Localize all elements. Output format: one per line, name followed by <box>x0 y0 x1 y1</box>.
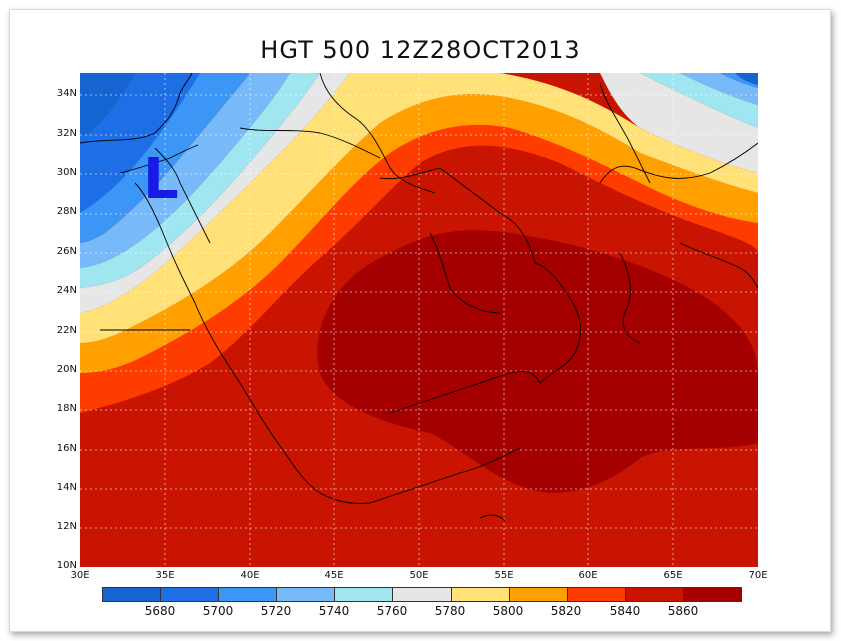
lat-tick: 14N <box>56 482 77 493</box>
lon-tick: 35E <box>155 570 175 581</box>
band-5740 <box>80 73 758 268</box>
lat-tick: 18N <box>56 403 77 414</box>
low-pressure-marker: L <box>143 147 179 212</box>
colorbar-cell <box>393 588 452 601</box>
band-5820 <box>80 94 758 373</box>
lon-tick: 65E <box>663 570 683 581</box>
colorbar-label: 5720 <box>260 604 292 618</box>
band-5840 <box>80 124 758 413</box>
colorbar-label: 5680 <box>144 604 176 618</box>
colorbar-cell <box>567 588 626 601</box>
lat-tick: 20N <box>56 364 77 375</box>
colorbar-cell <box>335 588 394 601</box>
lat-tick: 10N <box>56 560 77 571</box>
colorbar-cell <box>161 588 220 601</box>
lon-tick: 30E <box>70 570 90 581</box>
band-5800 <box>80 73 758 343</box>
lat-tick: 30N <box>56 167 77 178</box>
lon-tick: 70E <box>748 570 768 581</box>
colorbar-label: 5860 <box>667 604 699 618</box>
core-5880 <box>317 230 758 493</box>
band-5760 <box>80 73 758 288</box>
colorbar-label: 5780 <box>434 604 466 618</box>
lat-tick: 32N <box>56 128 77 139</box>
lon-tick: 45E <box>324 570 344 581</box>
colorbar <box>102 587 742 602</box>
lon-tick: 40E <box>240 570 260 581</box>
lon-tick: 60E <box>578 570 598 581</box>
colorbar-cell <box>277 588 336 601</box>
colorbar-cell <box>451 588 510 601</box>
lat-tick: 24N <box>56 285 77 296</box>
colorbar-cell <box>103 588 162 601</box>
lat-tick: 22N <box>56 325 77 336</box>
lat-tick: 16N <box>56 443 77 454</box>
lat-tick: 34N <box>56 88 77 99</box>
colorbar-label: 5840 <box>609 604 641 618</box>
colorbar-label: 5740 <box>318 604 350 618</box>
colorbar-label: 5820 <box>550 604 582 618</box>
colorbar-cell <box>625 588 684 601</box>
colorbar-label: 5760 <box>376 604 408 618</box>
lat-tick: 28N <box>56 206 77 217</box>
colorbar-cell <box>219 588 278 601</box>
lon-tick: 50E <box>409 570 429 581</box>
colorbar-cell <box>509 588 568 601</box>
lat-tick: 12N <box>56 521 77 532</box>
height-map <box>80 73 758 567</box>
chart-title: HGT 500 12Z28OCT2013 <box>260 36 581 64</box>
lat-tick: 26N <box>56 246 77 257</box>
colorbar-label: 5700 <box>202 604 234 618</box>
colorbar-label: 5800 <box>492 604 524 618</box>
coastlines <box>80 73 758 522</box>
colorbar-cell <box>683 588 742 601</box>
lon-tick: 55E <box>494 570 514 581</box>
